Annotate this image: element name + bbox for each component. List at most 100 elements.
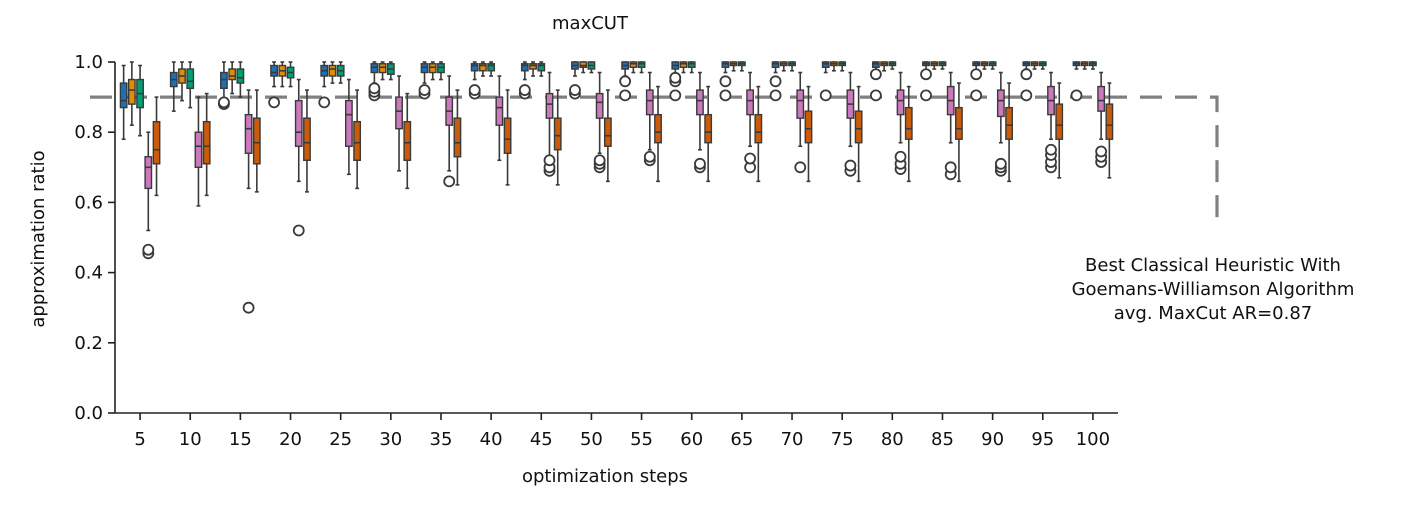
box-body <box>553 117 562 151</box>
x-tick-label: 15 <box>229 429 252 450</box>
reference-label-line: Best Classical Heuristic With <box>1085 255 1341 276</box>
box-body <box>344 99 353 147</box>
box <box>286 61 295 88</box>
box <box>788 61 796 72</box>
outlier-point <box>1020 68 1033 81</box>
outlier-point <box>518 84 531 96</box>
outlier-point <box>970 68 983 81</box>
x-tick-label: 75 <box>831 429 854 450</box>
x-tick-label: 90 <box>981 429 1004 450</box>
box-body <box>645 89 654 116</box>
box <box>603 89 612 183</box>
box <box>537 61 546 77</box>
box <box>769 61 782 102</box>
plot-area <box>119 61 1114 314</box>
box <box>127 61 136 126</box>
outlier-point <box>443 175 456 188</box>
box <box>938 61 947 70</box>
box <box>268 61 280 109</box>
y-tick-label: 1.0 <box>74 52 103 73</box>
x-tick-label: 40 <box>480 429 503 450</box>
reference-annotation: Best Classical Heuristic With Goemans-Wil… <box>90 95 1355 324</box>
box-body <box>654 113 662 144</box>
box-body <box>453 117 462 158</box>
box <box>1055 82 1064 179</box>
box-body <box>395 96 403 130</box>
box <box>754 85 763 183</box>
y-tick-label: 0.2 <box>74 333 103 354</box>
outlier-point <box>744 152 756 165</box>
outlier-point <box>669 71 682 84</box>
box <box>318 61 331 109</box>
box-body <box>144 156 153 190</box>
box <box>988 61 997 70</box>
box-body <box>478 63 487 72</box>
box-body <box>637 61 646 68</box>
box <box>679 61 688 74</box>
box-body <box>236 68 245 84</box>
reference-label-line: Goemans-Williamson Algorithm <box>1072 279 1355 300</box>
outlier-point <box>593 154 606 167</box>
box-body <box>1105 103 1114 140</box>
box <box>142 131 155 260</box>
box-body <box>378 63 387 74</box>
box <box>228 61 237 95</box>
x-tick-label: 20 <box>279 429 302 450</box>
reference-label-line: avg. MaxCut AR=0.87 <box>1114 303 1313 324</box>
x-tick-label: 95 <box>1031 429 1054 450</box>
x-tick-label: 100 <box>1076 429 1110 450</box>
box-body <box>487 63 496 72</box>
x-tick-label: 25 <box>329 429 352 450</box>
x-tick-label: 65 <box>730 429 753 450</box>
outlier-point <box>569 84 581 96</box>
box <box>687 61 696 74</box>
x-tick-label: 45 <box>530 429 553 450</box>
box <box>278 61 287 88</box>
box <box>252 89 261 193</box>
outlier-point <box>368 82 381 95</box>
outlier-point <box>920 89 932 102</box>
box-body <box>1005 106 1013 140</box>
box <box>669 61 682 102</box>
x-tick-label: 85 <box>931 429 954 450</box>
box <box>443 75 456 188</box>
box <box>395 75 403 172</box>
box <box>869 61 882 102</box>
box-body <box>996 89 1005 118</box>
box-body <box>1055 103 1064 140</box>
box <box>428 61 437 81</box>
axes: 0.0 0.2 0.4 0.6 0.8 1.0 5 10 15 20 25 30 35 40 45 50 55 6… <box>74 52 1118 450</box>
x-tick-label: 30 <box>379 429 402 450</box>
box <box>980 61 989 70</box>
box-body <box>328 64 337 77</box>
box-body <box>428 63 437 74</box>
y-tick-label: 0.6 <box>74 192 103 213</box>
box <box>844 71 857 177</box>
box <box>1020 61 1033 102</box>
box <box>518 61 531 100</box>
chart-title: maxCUT <box>552 13 629 34</box>
outlier-point <box>619 89 632 102</box>
box-body <box>119 82 128 109</box>
box-body <box>495 96 504 126</box>
outlier-point <box>418 84 431 96</box>
x-tick-label: 5 <box>134 429 145 450</box>
outlier-point <box>242 301 255 314</box>
outlier-point <box>944 161 957 174</box>
outlier-point <box>869 89 882 102</box>
box <box>643 71 656 167</box>
box-body <box>127 78 136 105</box>
outlier-point <box>1045 143 1057 156</box>
box <box>353 89 362 190</box>
box-body <box>896 89 905 116</box>
box <box>1105 82 1114 179</box>
outlier-point <box>920 68 932 81</box>
box <box>737 61 746 72</box>
box <box>119 64 128 141</box>
box-body <box>595 92 604 119</box>
box-body <box>470 63 479 72</box>
outlier-point <box>268 96 280 109</box>
box <box>729 61 738 72</box>
box-body <box>228 68 237 81</box>
x-tick-label: 50 <box>580 429 603 450</box>
